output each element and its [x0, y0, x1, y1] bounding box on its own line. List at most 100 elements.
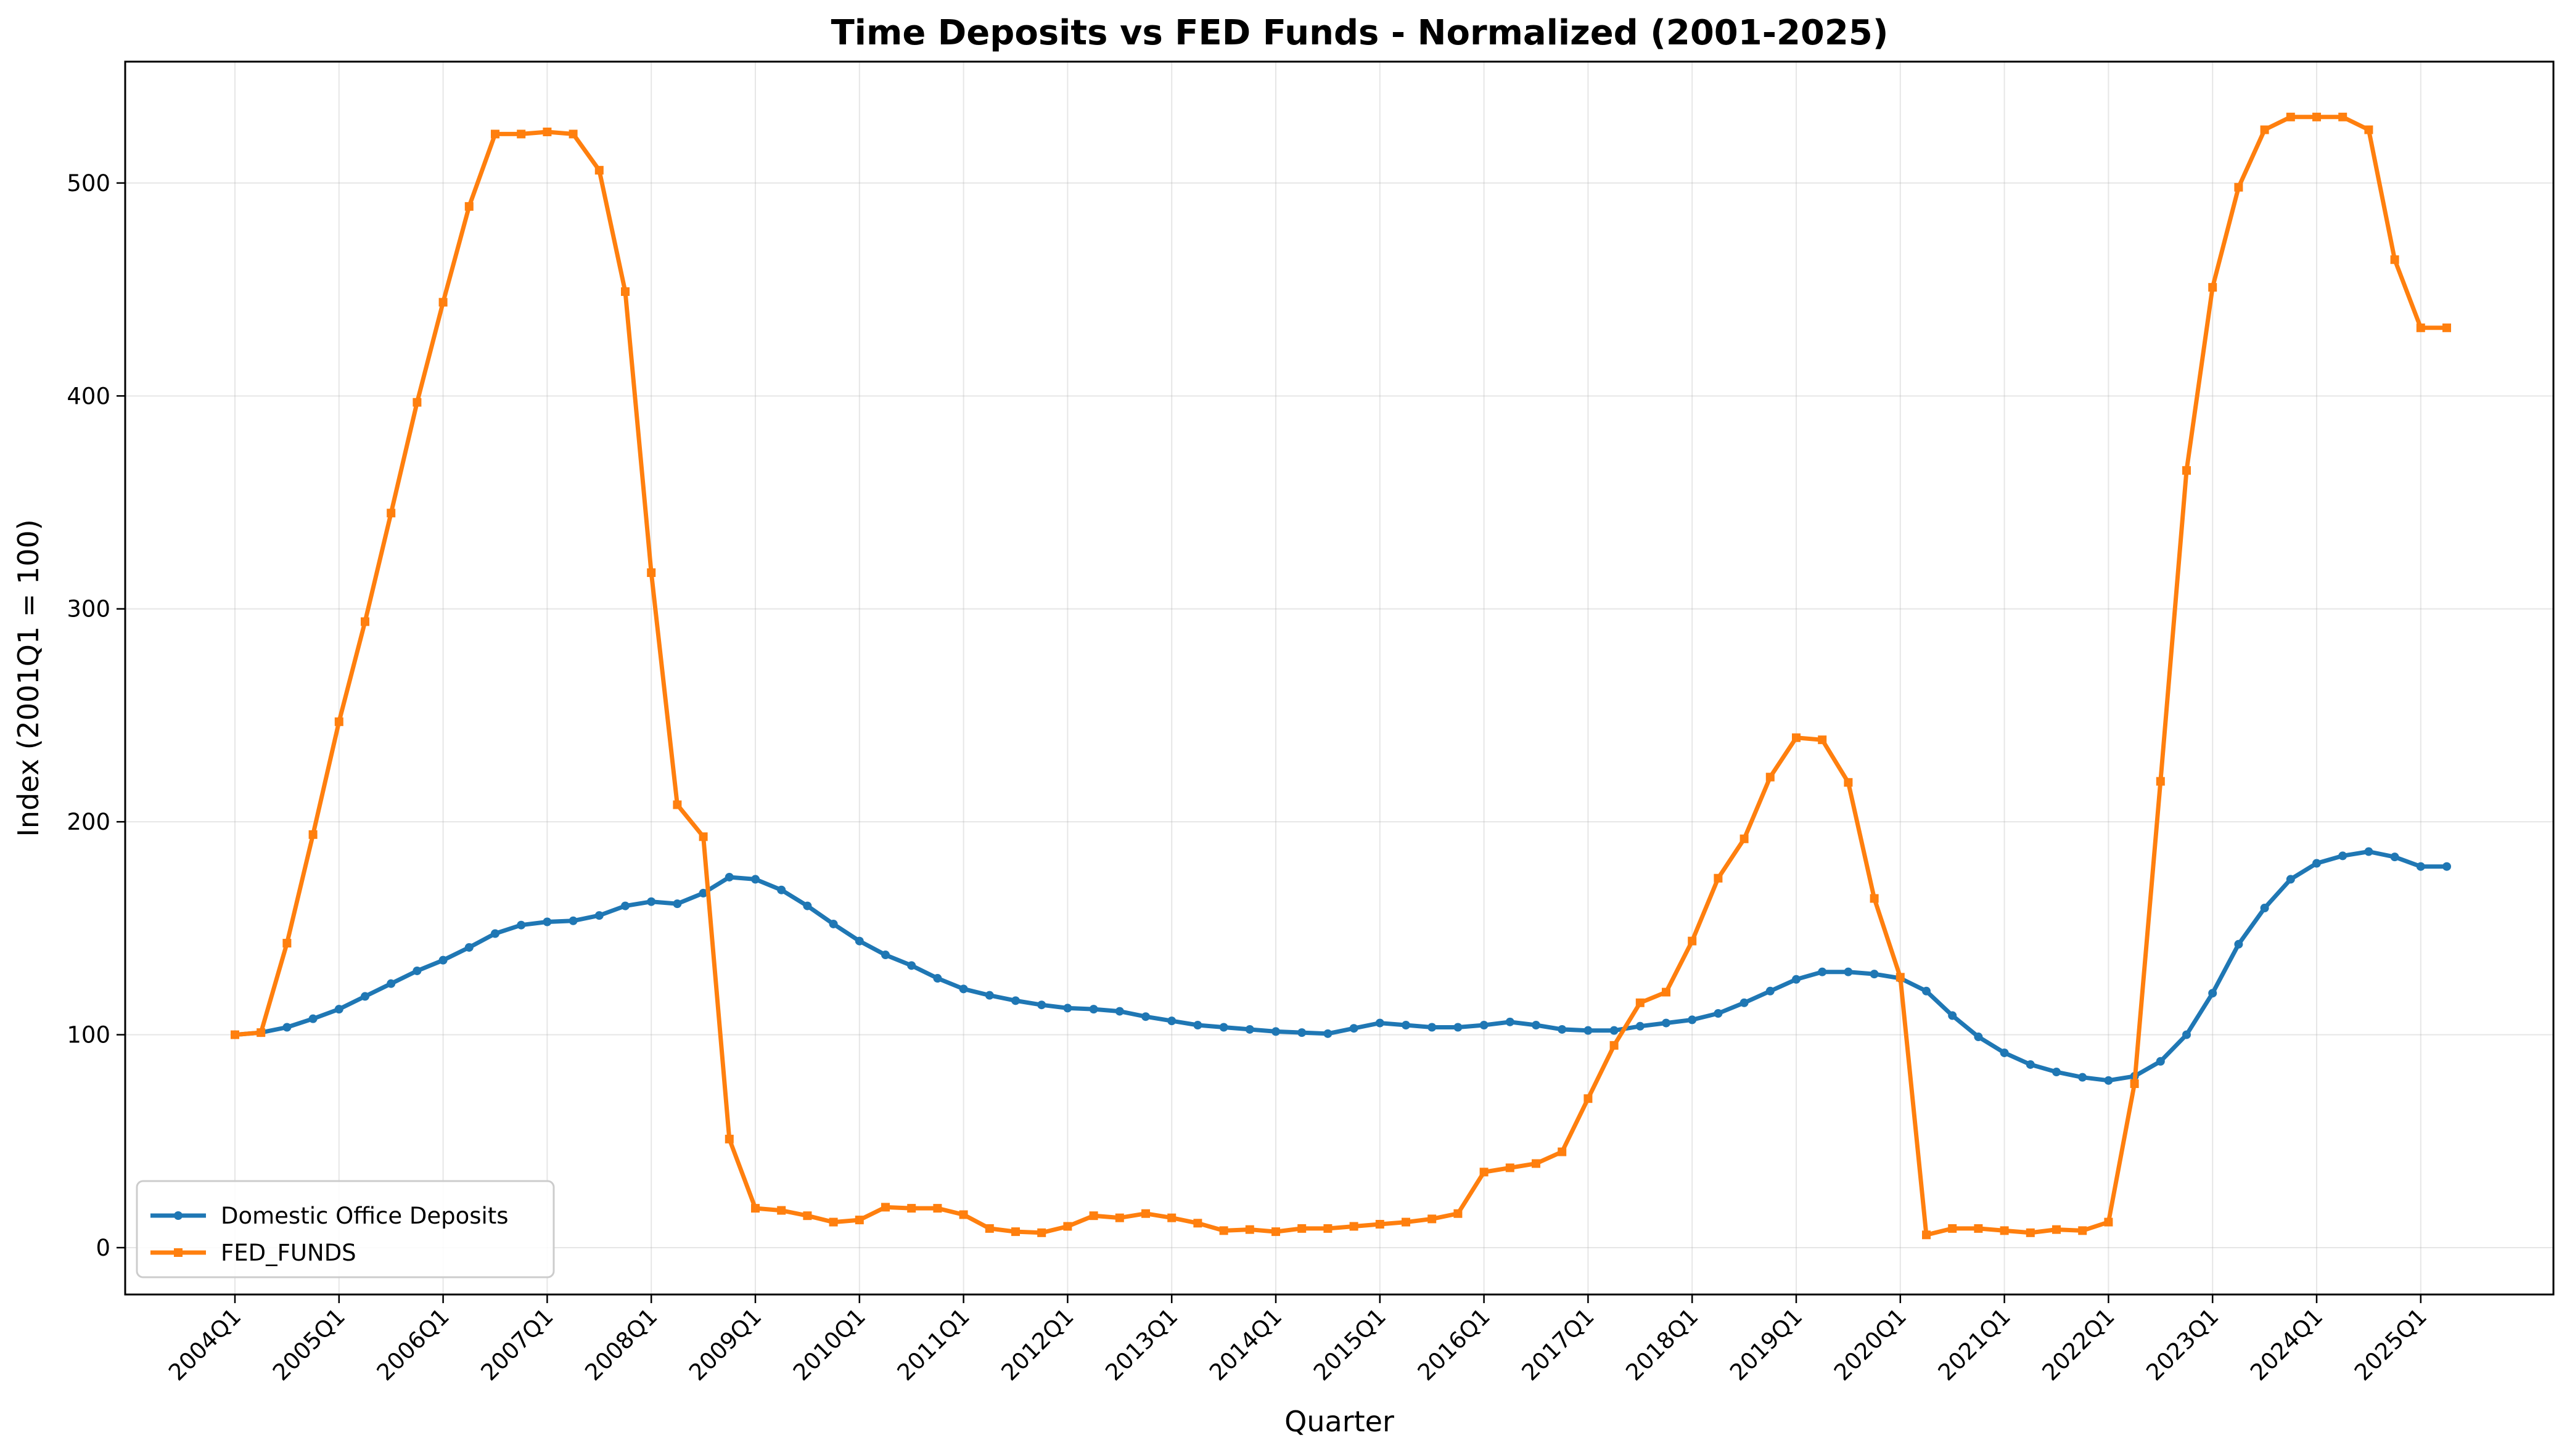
data-point [1271, 1227, 1280, 1237]
data-point [2182, 1030, 2191, 1039]
data-point [803, 1211, 812, 1221]
data-point [881, 1203, 890, 1212]
data-point [2364, 847, 2373, 856]
data-point [1037, 1000, 1046, 1010]
data-point [1922, 986, 1931, 996]
data-point [361, 992, 369, 1001]
data-point [387, 509, 396, 518]
data-point [1245, 1225, 1254, 1234]
data-point [2312, 859, 2321, 868]
data-point [2312, 112, 2321, 121]
data-point [1349, 1222, 1358, 1231]
y-tick-label: 0 [96, 1235, 110, 1261]
data-point [751, 875, 760, 884]
data-point [2390, 853, 2399, 862]
data-point [2052, 1068, 2061, 1077]
data-point [1870, 970, 1879, 979]
legend-swatch-marker [174, 1211, 183, 1220]
data-point [2104, 1217, 2113, 1227]
data-point [2416, 323, 2425, 332]
data-point [1427, 1023, 1437, 1032]
data-point [1089, 1005, 1098, 1014]
data-point [438, 955, 448, 965]
data-point [1844, 967, 1853, 976]
data-point [2000, 1226, 2009, 1235]
data-point [1323, 1029, 1333, 1038]
data-point [1714, 1009, 1723, 1018]
data-point [1141, 1209, 1150, 1218]
data-point [2078, 1073, 2087, 1082]
data-point [1349, 1024, 1358, 1033]
data-point [1895, 973, 1905, 982]
legend-swatch-marker [174, 1248, 183, 1257]
data-point [464, 202, 474, 211]
data-point [1402, 1217, 1410, 1227]
data-point [2286, 875, 2295, 884]
data-point [1219, 1023, 1228, 1032]
data-point [699, 832, 708, 841]
data-point [1063, 1004, 1072, 1013]
data-point [2338, 112, 2347, 121]
data-point [959, 984, 968, 994]
data-point [517, 920, 526, 930]
data-point [985, 991, 994, 1000]
data-point [2234, 182, 2243, 192]
data-point [777, 1206, 786, 1215]
data-point [2208, 283, 2217, 292]
series-fed-funds [231, 112, 2451, 1240]
series-layer [231, 112, 2451, 1240]
data-point [1402, 1021, 1410, 1030]
data-point [1558, 1025, 1567, 1034]
data-point [491, 129, 499, 139]
data-point [2234, 939, 2243, 949]
chart-title: Time Deposits vs FED Funds - Normalized … [831, 13, 1889, 53]
data-point [413, 398, 422, 407]
data-point [1818, 735, 1827, 745]
data-point [1948, 1224, 1957, 1233]
data-point [413, 966, 422, 975]
data-point [777, 885, 786, 894]
data-point [1609, 1026, 1619, 1035]
data-point [1635, 1021, 1645, 1031]
data-point [1193, 1219, 1202, 1228]
data-point [959, 1210, 968, 1219]
data-point [1453, 1023, 1463, 1032]
data-point [1375, 1018, 1384, 1028]
data-point [933, 1204, 942, 1213]
x-axis-label: Quarter [1284, 1405, 1394, 1438]
data-point [1714, 873, 1723, 883]
data-point [1115, 1007, 1124, 1016]
data-point [1688, 1015, 1697, 1025]
data-point [1792, 733, 1801, 742]
data-point [725, 872, 734, 881]
legend-entry-label: Domestic Office Deposits [221, 1203, 509, 1229]
data-point [1532, 1021, 1540, 1030]
data-point [2442, 862, 2451, 871]
data-point [829, 1217, 838, 1227]
data-point [1739, 998, 1749, 1007]
y-tick-label: 100 [67, 1022, 110, 1049]
data-point [803, 901, 812, 910]
data-point [1505, 1017, 1514, 1026]
data-point [1583, 1094, 1593, 1103]
data-point [1583, 1026, 1593, 1035]
data-point [2364, 125, 2373, 134]
data-point [594, 166, 604, 175]
data-point [1011, 996, 1020, 1005]
data-point [699, 888, 708, 898]
data-point [1375, 1220, 1384, 1229]
data-point [1739, 834, 1749, 843]
data-point [1115, 1213, 1124, 1222]
data-point [647, 568, 656, 578]
plot-frame [124, 60, 2555, 1296]
data-point [855, 936, 864, 946]
data-point [1558, 1147, 1567, 1156]
data-point [1765, 986, 1775, 996]
data-point [308, 1014, 318, 1023]
data-point [334, 1005, 343, 1014]
data-point [1297, 1028, 1307, 1037]
data-point [1063, 1222, 1072, 1231]
legend-entry-label: FED_FUNDS [221, 1240, 356, 1266]
y-tick-label: 300 [67, 596, 110, 623]
legend-box [136, 1180, 555, 1278]
